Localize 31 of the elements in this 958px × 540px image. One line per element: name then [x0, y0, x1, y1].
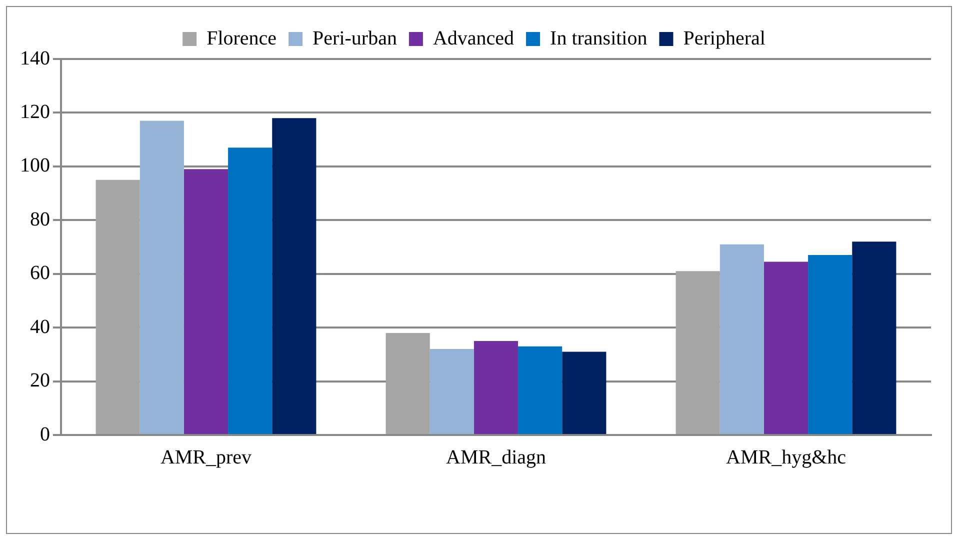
- bar: [184, 169, 228, 434]
- bar: [720, 244, 764, 434]
- y-tick-label: 60: [30, 262, 50, 284]
- bar: [518, 346, 562, 434]
- bar: [96, 180, 140, 434]
- x-tick-label: AMR_hyg&hc: [726, 446, 846, 468]
- legend-label: In transition: [550, 27, 648, 50]
- y-tick-label: 20: [30, 370, 50, 392]
- bar: [386, 332, 430, 434]
- bar: [852, 242, 896, 434]
- bar: [430, 349, 474, 434]
- legend-label: Peripheral: [683, 27, 766, 50]
- y-tick-label: 80: [30, 208, 50, 230]
- bar: [474, 341, 518, 434]
- x-tick-label: AMR_prev: [160, 446, 252, 468]
- bar: [808, 255, 852, 434]
- bar: [272, 118, 316, 434]
- bar: [228, 148, 272, 434]
- y-tick-label: 100: [20, 154, 50, 177]
- y-tick-label: 0: [40, 423, 50, 446]
- y-tick-label: 120: [20, 100, 50, 123]
- legend-label: Florence: [206, 27, 277, 50]
- legend-label: Advanced: [432, 27, 514, 50]
- bar: [676, 271, 720, 434]
- bar: [562, 352, 606, 434]
- y-tick-label: 40: [30, 316, 50, 338]
- x-tick-label: AMR_diagn: [446, 446, 546, 468]
- legend-label: Peri-urban: [312, 27, 397, 50]
- y-tick-label: 140: [20, 47, 50, 70]
- bar: [140, 120, 184, 434]
- bar: [764, 262, 808, 434]
